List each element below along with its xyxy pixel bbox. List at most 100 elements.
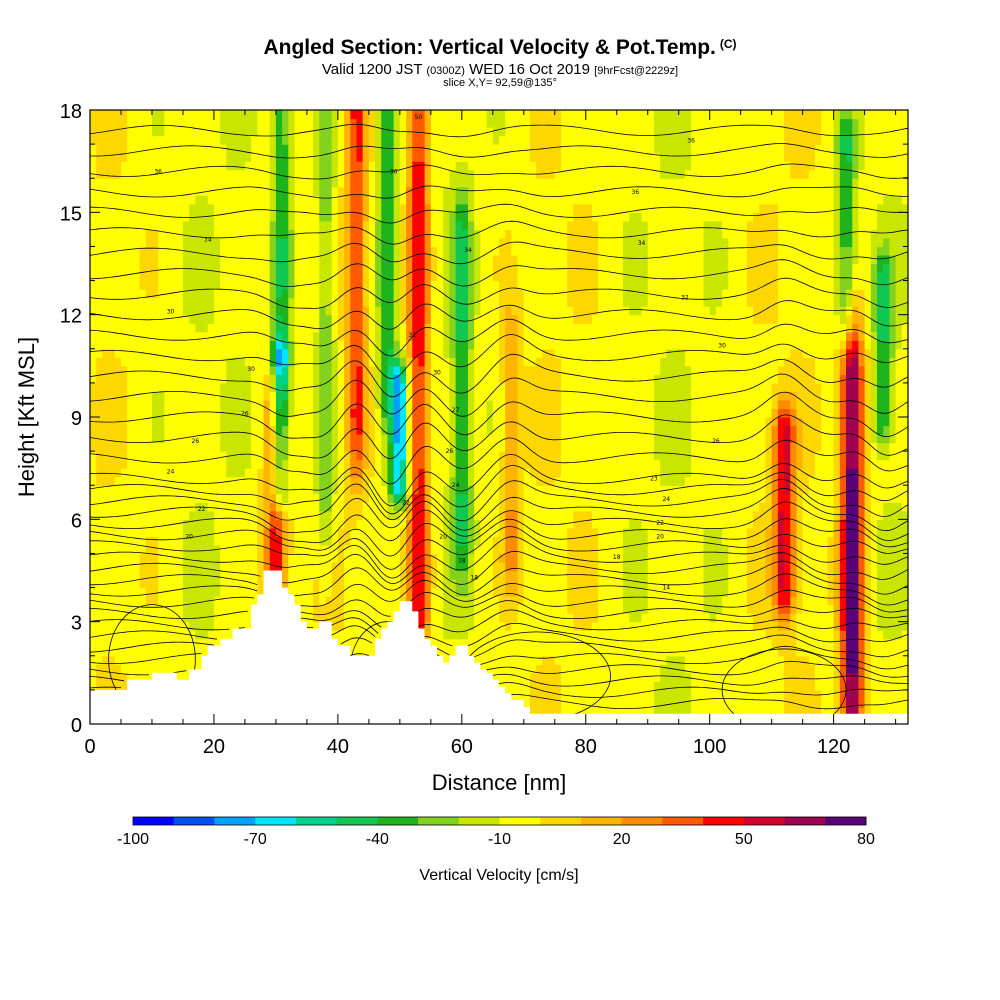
velocity-cell (808, 110, 816, 171)
velocity-cell (474, 544, 482, 724)
velocity-cell (691, 110, 698, 724)
velocity-cell (344, 544, 351, 724)
velocity-cell (740, 110, 748, 724)
velocity-cell (790, 408, 798, 427)
contour-label: 24 (662, 496, 670, 503)
velocity-cell (232, 169, 240, 358)
velocity-cell (591, 314, 599, 529)
velocity-cell (777, 587, 785, 606)
velocity-cell (313, 331, 320, 495)
velocity-cell (833, 110, 841, 137)
x-tick-label: 120 (817, 736, 850, 758)
velocity-cell (622, 306, 630, 529)
colorbar: -100 -70 -40 -10 20 50 80 (117, 816, 875, 848)
velocity-cell (579, 510, 587, 631)
velocity-cell (201, 195, 209, 333)
velocity-cell (529, 161, 537, 367)
velocity-cell (839, 246, 847, 307)
velocity-cell (585, 203, 593, 324)
velocity-cell (362, 306, 370, 469)
terrain (90, 570, 908, 724)
velocity-cell (846, 672, 853, 717)
velocity-cell (511, 596, 519, 623)
velocity-cell (269, 220, 277, 341)
velocity-cell (90, 110, 97, 145)
velocity-cell (226, 357, 234, 478)
velocity-cell (461, 596, 469, 640)
velocity-cell (313, 579, 320, 623)
velocity-cell (499, 135, 506, 239)
x-tick-label: 0 (84, 736, 95, 758)
velocity-cell (877, 459, 884, 520)
y-tick-label: 18 (60, 101, 82, 123)
velocity-cell (771, 203, 779, 324)
velocity-cell (492, 280, 500, 537)
velocity-cell (362, 468, 370, 503)
theta-contour-line (90, 518, 908, 557)
velocity-cell (294, 110, 302, 682)
velocity-cell (145, 297, 153, 537)
colorbar-tick-label: -100 (117, 831, 149, 848)
x-tick-label: 60 (451, 736, 473, 758)
velocity-cell (653, 152, 661, 375)
velocity-cell (344, 110, 351, 452)
velocity-cell (344, 451, 351, 546)
contour-label: 30 (718, 342, 726, 349)
velocity-cell (684, 365, 692, 478)
velocity-cell (220, 110, 227, 145)
velocity-cell (282, 110, 289, 145)
contour-label: 32 (681, 295, 689, 302)
theta-contour-line (90, 573, 908, 607)
slice-info: slice X,Y= 92,59@135° (443, 77, 557, 89)
velocity-cell (449, 110, 457, 171)
contour-label: 14 (662, 585, 670, 592)
velocity-cell (300, 110, 308, 724)
theta-contour-line (90, 143, 908, 159)
velocity-cell (505, 630, 512, 724)
velocity-cell (722, 237, 729, 290)
theta-contour-line (90, 660, 908, 678)
valid-date: WED 16 Oct 2019 (469, 61, 590, 78)
velocity-cell (567, 110, 574, 222)
velocity-cell (889, 638, 897, 724)
velocity-cell (474, 519, 482, 546)
velocity-cell (765, 638, 773, 724)
velocity-cell (784, 399, 791, 410)
chart-title: Angled Section: Vertical Velocity & Pot.… (0, 36, 1000, 60)
velocity-cell (499, 621, 506, 700)
velocity-cell (145, 110, 153, 230)
velocity-cell (858, 110, 866, 171)
velocity-cell (145, 604, 153, 724)
theta-contour-line (90, 123, 908, 138)
velocity-cell (753, 323, 760, 512)
colorbar-swatch (458, 817, 500, 825)
velocity-cell (244, 468, 252, 674)
velocity-cell (598, 110, 605, 724)
velocity-cell (480, 110, 488, 724)
velocity-cell (554, 357, 562, 478)
velocity-cell (201, 502, 209, 640)
velocity-cell (375, 408, 382, 691)
velocity-cell (666, 655, 674, 724)
velocity-cell (151, 110, 159, 137)
velocity-cell (846, 468, 853, 674)
velocity-cell (282, 510, 289, 520)
velocity-cell (499, 382, 506, 452)
colorbar-swatch (662, 817, 704, 825)
velocity-cell (486, 127, 494, 401)
velocity-cell (393, 502, 401, 512)
velocity-cell (492, 144, 500, 256)
velocity-cell (269, 110, 277, 222)
velocity-cell (275, 340, 283, 350)
velocity-cell (660, 485, 667, 665)
colorbar-swatch (255, 817, 297, 825)
velocity-cell (765, 110, 773, 205)
velocity-cell (449, 357, 457, 478)
velocity-cell (313, 195, 320, 333)
colorbar-swatch (743, 817, 786, 825)
velocity-cell (499, 237, 506, 384)
velocity-cell (523, 365, 531, 469)
velocity-cell (715, 613, 723, 724)
contour-label: 32 (408, 332, 416, 339)
velocity-cell (796, 417, 804, 469)
